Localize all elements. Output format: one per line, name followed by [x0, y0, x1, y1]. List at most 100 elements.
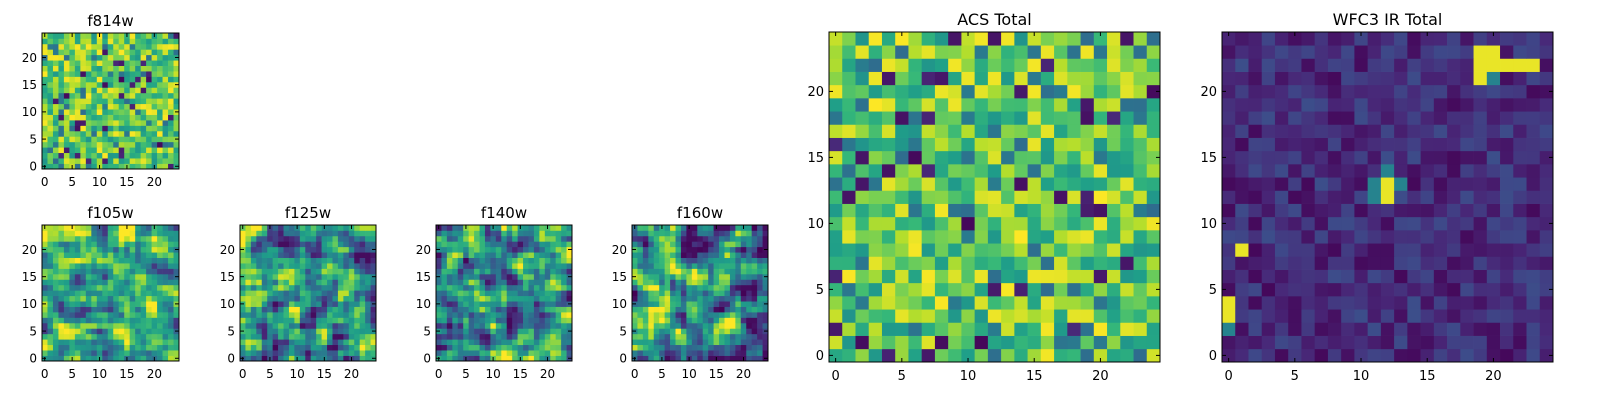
heatmap-cell [987, 98, 1002, 112]
heatmap-cell [484, 350, 491, 356]
heatmap-cell [1513, 177, 1527, 191]
heatmap-cell [58, 257, 65, 264]
heatmap-cell [1274, 190, 1289, 204]
heatmap-cell [1146, 71, 1161, 86]
heatmap-cell [550, 284, 557, 291]
heatmap-cell [63, 328, 70, 335]
heatmap-cell [168, 268, 174, 275]
heatmap-cell [746, 279, 753, 286]
heatmap-cell [63, 163, 70, 170]
heatmap-cell [555, 225, 562, 231]
heatmap-cell [1420, 230, 1435, 244]
heatmap-cell [85, 92, 92, 99]
heatmap-cell [1093, 322, 1108, 336]
heatmap-cell [91, 333, 98, 340]
heatmap-cell [278, 284, 284, 291]
heatmap-cell [501, 246, 508, 253]
heatmap-cell [1420, 164, 1435, 178]
heatmap-cell [1133, 137, 1148, 152]
heatmap-cell [305, 246, 312, 253]
heatmap-cell [173, 114, 180, 121]
heatmap-cell [637, 257, 644, 264]
heatmap-cell [1447, 296, 1461, 310]
heatmap-cell [157, 158, 163, 164]
heatmap-cell [637, 344, 644, 351]
heatmap-cell [1001, 256, 1015, 270]
heatmap-cell [735, 328, 742, 335]
heatmap-cell [135, 284, 141, 291]
heatmap-cell [746, 306, 753, 313]
heatmap-cell [58, 71, 65, 77]
heatmap-cell [47, 103, 54, 110]
heatmap-cell [1027, 230, 1042, 244]
heatmap-cell [713, 257, 720, 264]
heatmap-cell [305, 312, 312, 318]
heatmap-cell [129, 252, 136, 258]
heatmap-cell [256, 328, 263, 335]
heatmap-cell [140, 49, 147, 56]
heatmap-cell [129, 43, 136, 50]
heatmap-cell [533, 306, 540, 313]
heatmap-cell [702, 225, 709, 231]
heatmap-cell [113, 317, 120, 324]
heatmap-cell [1054, 164, 1068, 178]
heatmap-cell [129, 301, 136, 307]
heatmap-cell [517, 333, 524, 340]
heatmap-cell [245, 333, 252, 340]
heatmap-cell [653, 344, 660, 351]
heatmap-cell [272, 350, 279, 356]
heatmap-cell [740, 230, 747, 237]
heatmap-cell [528, 257, 535, 264]
heatmap-cell [1288, 203, 1302, 218]
heatmap-cell [1235, 71, 1249, 86]
heatmap-cell [566, 257, 573, 264]
heatmap-cell [446, 317, 453, 324]
heatmap-cell [463, 230, 469, 237]
heatmap-cell [561, 333, 567, 340]
heatmap-cell [52, 268, 59, 275]
heatmap-cell [146, 339, 152, 346]
heatmap-cell [74, 295, 81, 302]
heatmap-cell [162, 103, 169, 110]
heatmap-cell [670, 284, 676, 291]
heatmap-cell [58, 312, 65, 318]
heatmap-cell [762, 306, 769, 313]
heatmap-cell [1420, 84, 1435, 99]
heatmap-cell [102, 33, 109, 39]
heatmap-cell [168, 295, 174, 302]
heatmap-cell [118, 344, 125, 351]
heatmap-cell [102, 43, 109, 50]
heatmap-cell [74, 60, 81, 66]
heatmap-cell [370, 268, 377, 275]
heatmap-cell [1080, 58, 1095, 72]
heatmap-cell [708, 350, 714, 356]
heatmap-cell [735, 273, 742, 280]
heatmap-cell [272, 328, 279, 335]
heatmap-cell [1513, 216, 1527, 231]
heatmap-cell [283, 263, 290, 269]
heatmap-cell [1014, 137, 1028, 152]
heatmap-cell [256, 246, 263, 253]
heatmap-cell [881, 150, 896, 165]
heatmap-cell [305, 339, 312, 346]
heatmap-cell [74, 333, 81, 340]
heatmap-cell [948, 190, 962, 204]
heatmap-cell [102, 38, 109, 45]
heatmap-cell [63, 114, 70, 121]
heatmap-cell [321, 241, 328, 248]
heatmap-cell [713, 284, 720, 291]
heatmap-cell [895, 98, 909, 112]
heatmap-cell [140, 322, 147, 329]
heatmap-cell [436, 333, 442, 340]
heatmap-cell [680, 290, 687, 297]
heatmap-cell [52, 147, 59, 154]
heatmap-cell [1248, 71, 1263, 86]
heatmap-cell [512, 350, 518, 356]
heatmap-cell [129, 328, 136, 335]
heatmap-cell [305, 268, 312, 275]
heatmap-cell [1473, 256, 1488, 270]
heatmap-cell [69, 98, 76, 105]
heatmap-cell [1014, 322, 1028, 336]
heatmap-cell [1367, 111, 1382, 125]
heatmap-cell [42, 257, 48, 264]
